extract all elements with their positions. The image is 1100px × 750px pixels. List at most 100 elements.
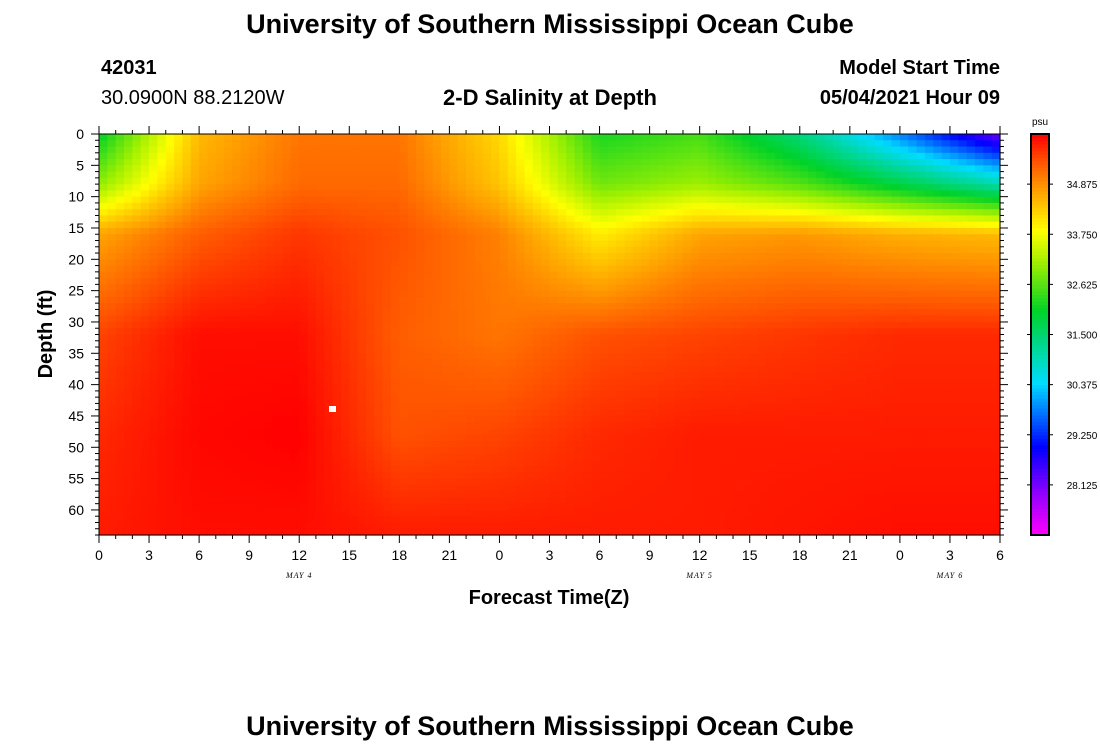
heatmap-cell — [482, 321, 492, 329]
heatmap-cell — [249, 390, 259, 398]
heatmap-cell — [557, 334, 567, 342]
heatmap-cell — [474, 171, 484, 179]
heatmap-cell — [299, 321, 309, 329]
heatmap-cell — [507, 403, 517, 411]
heatmap-cell — [482, 159, 492, 166]
heatmap-cell — [866, 284, 876, 292]
heatmap-cell — [924, 196, 934, 204]
heatmap-cell — [874, 378, 884, 386]
heatmap-cell — [716, 390, 726, 398]
heatmap-cell — [324, 253, 334, 260]
heatmap-cell — [299, 202, 309, 210]
heatmap-cell — [682, 415, 692, 423]
heatmap-cell — [432, 384, 442, 392]
heatmap-cell — [699, 384, 709, 392]
heatmap-cell — [991, 184, 1001, 191]
heatmap-cell — [249, 328, 259, 336]
heatmap-cell — [591, 409, 601, 417]
heatmap-cell — [357, 227, 367, 235]
heatmap-cell — [274, 384, 284, 392]
heatmap-cell — [232, 259, 242, 267]
heatmap-cell — [99, 152, 108, 160]
heatmap-cell — [883, 259, 893, 267]
heatmap-cell — [474, 265, 484, 273]
heatmap-cell — [649, 334, 659, 342]
heatmap-cell — [891, 246, 901, 254]
heatmap-cell — [474, 259, 484, 267]
heatmap-cell — [240, 409, 250, 417]
heatmap-cell — [115, 390, 125, 398]
heatmap-cell — [307, 209, 317, 217]
heatmap-cell — [449, 384, 459, 392]
heatmap-cell — [808, 240, 818, 248]
heatmap-cell — [657, 278, 667, 285]
heatmap-cell — [691, 409, 701, 417]
heatmap-cell — [891, 215, 901, 223]
heatmap-cell — [858, 215, 868, 223]
heatmap-cell — [466, 240, 476, 248]
heatmap-cell — [666, 234, 676, 242]
heatmap-cell — [374, 415, 384, 423]
heatmap-cell — [265, 353, 275, 361]
heatmap-cell — [599, 290, 609, 298]
heatmap-cell — [157, 315, 167, 323]
heatmap-cell — [140, 152, 150, 160]
heatmap-cell — [799, 152, 809, 160]
heatmap-cell — [616, 215, 626, 223]
heatmap-cell — [758, 340, 767, 348]
heatmap-cell — [532, 347, 542, 354]
heatmap-cell — [441, 378, 450, 386]
heatmap-cell — [357, 303, 367, 311]
heatmap-cell — [549, 353, 559, 361]
heatmap-cell — [699, 221, 709, 229]
heatmap-cell — [140, 215, 150, 223]
heatmap-cell — [232, 290, 242, 298]
heatmap-cell — [641, 171, 651, 179]
heatmap-cell — [190, 215, 200, 223]
heatmap-cell — [482, 347, 492, 354]
heatmap-cell — [324, 190, 334, 198]
heatmap-cell — [833, 303, 843, 311]
heatmap-cell — [924, 328, 934, 336]
heatmap-cell — [190, 303, 200, 311]
heatmap-cell — [207, 334, 217, 342]
heatmap-cell — [140, 253, 150, 260]
heatmap-cell — [574, 209, 584, 217]
heatmap-cell — [307, 265, 317, 273]
heatmap-cell — [349, 278, 359, 285]
heatmap-cell — [649, 184, 659, 191]
heatmap-cell — [140, 397, 150, 405]
heatmap-cell — [816, 165, 826, 173]
heatmap-cell — [315, 246, 325, 254]
heatmap-cell — [466, 271, 476, 279]
heatmap-cell — [724, 403, 734, 411]
heatmap-cell — [591, 227, 601, 235]
heatmap-cell — [115, 384, 125, 392]
heatmap-cell — [274, 259, 284, 267]
heatmap-cell — [849, 340, 859, 348]
heatmap-cell — [983, 321, 993, 329]
heatmap-cell — [974, 202, 984, 210]
heatmap-cell — [207, 227, 217, 235]
heatmap-cell — [674, 397, 684, 405]
heatmap-cell — [374, 328, 384, 336]
heatmap-cell — [599, 215, 609, 223]
heatmap-cell — [874, 134, 884, 141]
heatmap-cell — [99, 171, 108, 179]
heatmap-cell — [257, 409, 267, 417]
heatmap-cell — [557, 353, 567, 361]
heatmap-cell — [524, 253, 534, 260]
heatmap-cell — [315, 397, 325, 405]
heatmap-cell — [532, 303, 542, 311]
heatmap-cell — [199, 284, 209, 292]
heatmap-cell — [582, 209, 592, 217]
heatmap-cell — [299, 221, 309, 229]
heatmap-cell — [791, 321, 801, 329]
heatmap-cell — [365, 353, 375, 361]
heatmap-cell — [849, 403, 859, 411]
heatmap-cell — [949, 165, 959, 173]
heatmap-cell — [541, 415, 551, 423]
heatmap-cell — [549, 409, 559, 417]
heatmap-cell — [265, 246, 275, 254]
heatmap-cell — [240, 165, 250, 173]
